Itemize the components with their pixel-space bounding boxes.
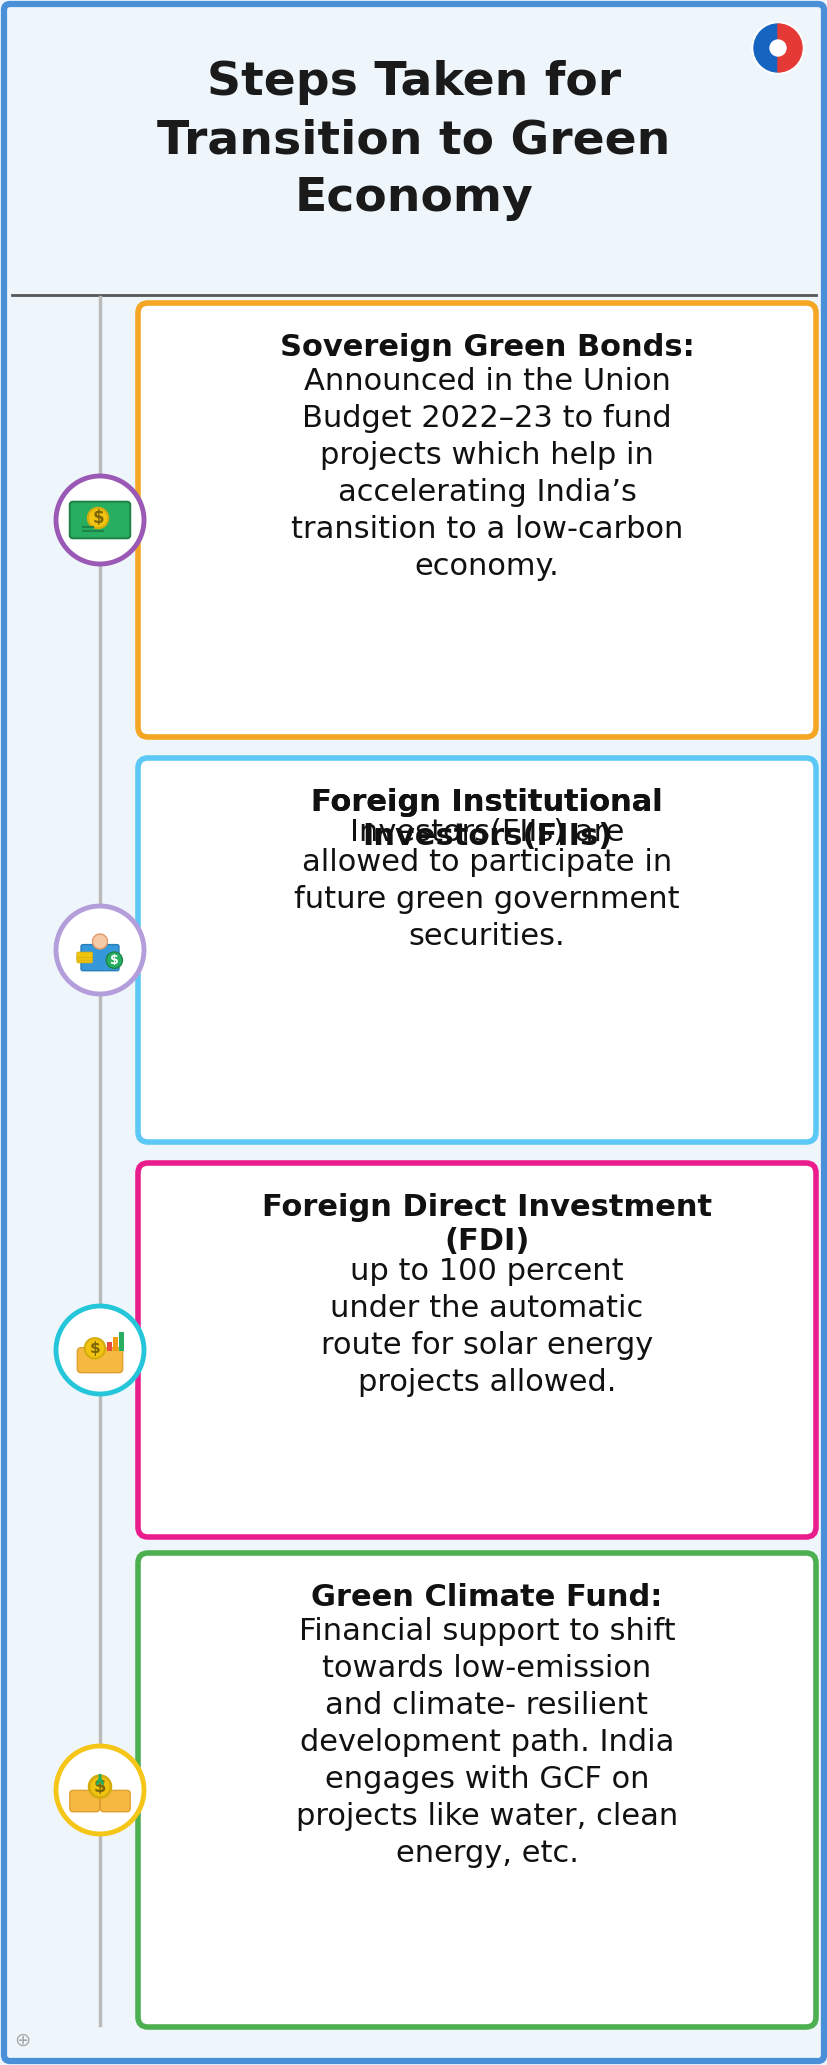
Text: $: $ bbox=[92, 508, 103, 527]
Text: up to 100 percent
under the automatic
route for solar energy
projects allowed.: up to 100 percent under the automatic ro… bbox=[321, 1258, 653, 1398]
Text: Investors(FIIs) are: Investors(FIIs) are bbox=[349, 818, 624, 847]
Bar bbox=[119, 1332, 124, 1351]
Text: Steps Taken for: Steps Taken for bbox=[207, 60, 620, 105]
FancyBboxPatch shape bbox=[77, 952, 93, 958]
Text: $: $ bbox=[93, 1778, 106, 1797]
Circle shape bbox=[769, 39, 785, 56]
Text: ⊕: ⊕ bbox=[14, 2030, 30, 2048]
Bar bbox=[107, 1342, 112, 1351]
FancyBboxPatch shape bbox=[77, 958, 93, 962]
FancyBboxPatch shape bbox=[69, 502, 130, 539]
Text: Financial support to shift
towards low-emission
and climate- resilient
developme: Financial support to shift towards low-e… bbox=[295, 1617, 677, 1869]
FancyBboxPatch shape bbox=[77, 1348, 122, 1373]
Text: Transition to Green: Transition to Green bbox=[157, 118, 670, 163]
Circle shape bbox=[751, 23, 803, 74]
FancyBboxPatch shape bbox=[138, 304, 815, 737]
Text: Foreign Institutional: Foreign Institutional bbox=[311, 789, 662, 818]
Circle shape bbox=[56, 1305, 144, 1394]
Wedge shape bbox=[777, 25, 801, 72]
Text: Foreign Institutional
Investors(FIIs): Foreign Institutional Investors(FIIs) bbox=[311, 789, 662, 851]
Bar bbox=[112, 1336, 117, 1351]
Circle shape bbox=[56, 477, 144, 564]
FancyBboxPatch shape bbox=[138, 1553, 815, 2028]
Circle shape bbox=[84, 1338, 105, 1359]
Circle shape bbox=[88, 508, 108, 529]
Text: $: $ bbox=[89, 1340, 100, 1357]
FancyBboxPatch shape bbox=[69, 1790, 99, 1811]
Circle shape bbox=[93, 933, 108, 950]
Circle shape bbox=[89, 1776, 111, 1797]
Circle shape bbox=[56, 907, 144, 993]
FancyBboxPatch shape bbox=[81, 944, 119, 971]
Text: Foreign Direct Investment
(FDI): Foreign Direct Investment (FDI) bbox=[261, 1194, 711, 1256]
Text: allowed to participate in
future green government
securities.: allowed to participate in future green g… bbox=[294, 849, 679, 952]
Circle shape bbox=[106, 952, 122, 968]
Text: Sovereign Green Bonds:: Sovereign Green Bonds: bbox=[280, 332, 694, 361]
FancyBboxPatch shape bbox=[77, 954, 93, 960]
Circle shape bbox=[56, 1747, 144, 1834]
FancyBboxPatch shape bbox=[100, 1790, 130, 1811]
FancyBboxPatch shape bbox=[138, 1163, 815, 1536]
Wedge shape bbox=[753, 25, 777, 72]
FancyBboxPatch shape bbox=[138, 758, 815, 1142]
Text: Announced in the Union
Budget 2022–23 to fund
projects which help in
acceleratin: Announced in the Union Budget 2022–23 to… bbox=[290, 368, 682, 580]
Text: Green Climate Fund:: Green Climate Fund: bbox=[311, 1584, 662, 1613]
Text: Economy: Economy bbox=[294, 176, 533, 221]
FancyBboxPatch shape bbox=[4, 4, 823, 2061]
Text: $: $ bbox=[110, 954, 118, 966]
